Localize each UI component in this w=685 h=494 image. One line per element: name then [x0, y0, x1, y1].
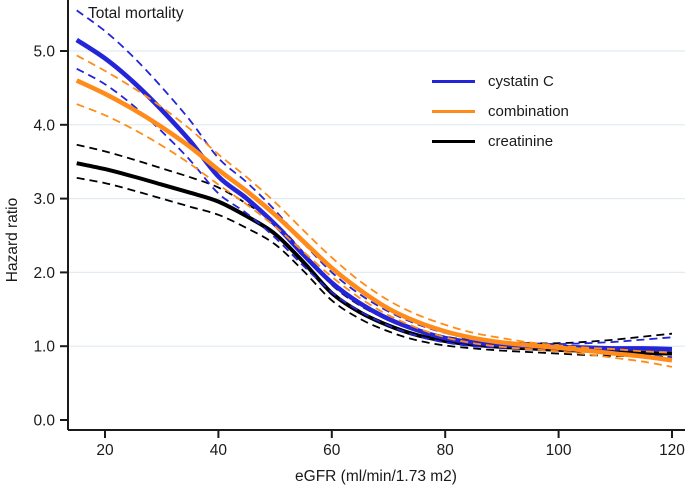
series-line-creatinine-ci-upper	[76, 143, 673, 345]
legend-label: creatinine	[488, 132, 554, 150]
x-tick-label: 20	[96, 442, 114, 459]
series-lines	[75, 9, 673, 368]
legend-line-icon	[432, 109, 475, 113]
y-tick-label: 2.0	[33, 265, 55, 282]
legend-label: combination	[488, 102, 569, 120]
series-line-combination	[75, 78, 673, 363]
legend: cystatin C combination creatinine	[432, 66, 569, 156]
x-tick-label: 60	[323, 442, 341, 459]
y-axis-label: Hazard ratio	[4, 198, 21, 282]
y-tick-label: 3.0	[33, 191, 55, 208]
legend-label: cystatin C	[488, 72, 554, 90]
series-line-cystatin-c-ci-lower	[76, 67, 673, 359]
x-axis-label: eGFR (ml/min/1.73 m2)	[295, 468, 457, 485]
x-tick-label: 120	[659, 442, 685, 459]
y-tick-label: 0.0	[33, 413, 55, 430]
legend-item-combination: combination	[432, 96, 569, 126]
y-tick-label: 5.0	[33, 44, 55, 61]
y-tick-label: 1.0	[33, 339, 55, 356]
legend-item-cystatin-c: cystatin C	[432, 66, 569, 96]
series-line-combination-ci-lower	[76, 103, 673, 368]
legend-line-icon	[432, 79, 475, 83]
x-tick-label: 80	[437, 442, 455, 459]
y-tick-label: 4.0	[33, 117, 55, 134]
axes: 0.0 1.0 2.0 3.0 4.0 5.0 20 40 60 80 100 120	[33, 0, 685, 459]
series-line-combination-ci-upper	[76, 54, 673, 354]
legend-item-creatinine: creatinine	[432, 126, 569, 156]
legend-line-icon	[432, 139, 475, 143]
x-tick-label: 40	[210, 442, 228, 459]
series-line-cystatin-c-ci-upper	[76, 9, 673, 345]
series-line-creatinine-ci-lower	[76, 177, 673, 359]
x-tick-label: 100	[546, 442, 572, 459]
plot-title: Total mortality	[88, 5, 184, 22]
